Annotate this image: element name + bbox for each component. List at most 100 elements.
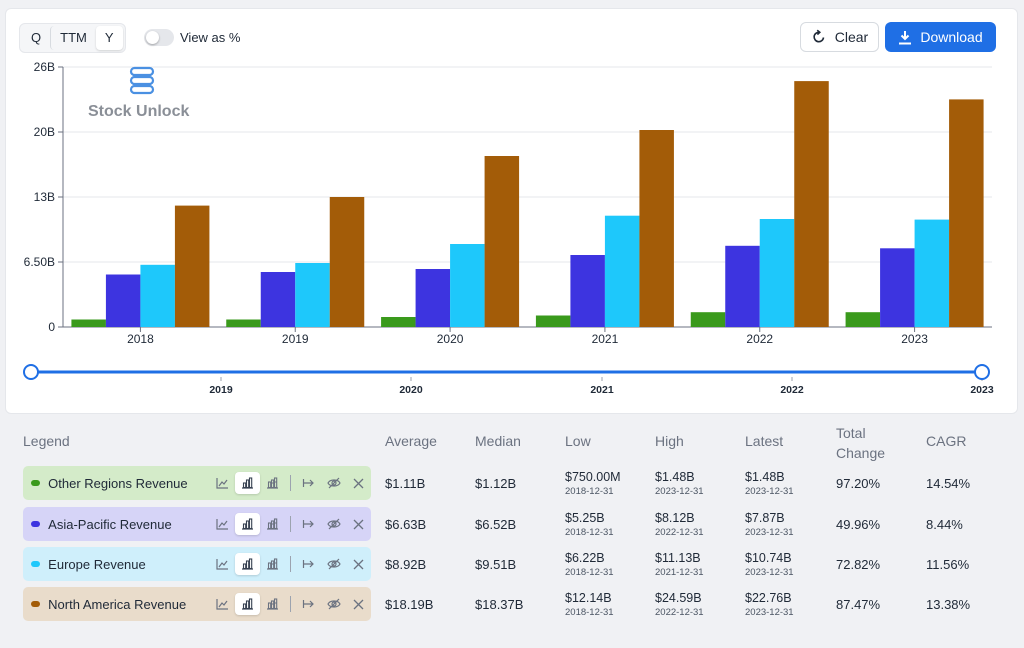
remove-close-icon[interactable] xyxy=(346,593,371,615)
bar-chart-icon[interactable] xyxy=(235,513,260,535)
header-legend: Legend xyxy=(23,433,70,449)
latest-value: $7.87B xyxy=(745,511,785,525)
bar[interactable] xyxy=(845,312,881,327)
range-handle-end[interactable] xyxy=(974,364,990,380)
reset-icon xyxy=(813,29,825,43)
hide-eye-icon[interactable] xyxy=(321,553,346,575)
toggle-knob xyxy=(146,31,159,44)
stacked-bar-icon[interactable] xyxy=(260,593,285,615)
y-tick-label: 20B xyxy=(34,125,55,139)
low-date: 2018-12-31 xyxy=(565,486,614,497)
hide-eye-icon[interactable] xyxy=(321,472,346,494)
bar-chart-icon[interactable] xyxy=(235,593,260,615)
bar[interactable] xyxy=(105,274,141,328)
bar[interactable] xyxy=(794,81,829,327)
x-tick-label: 2020 xyxy=(437,332,464,346)
period-selector: Q TTM Y xyxy=(19,23,126,53)
bar[interactable] xyxy=(381,317,416,327)
high-value: $8.12B xyxy=(655,511,695,525)
bar[interactable] xyxy=(880,248,915,327)
bar[interactable] xyxy=(484,156,520,327)
cell-high: $1.48B 2023-12-31 xyxy=(655,470,704,497)
stacked-bar-icon[interactable] xyxy=(260,553,285,575)
bar[interactable] xyxy=(949,99,984,328)
series-color-dot xyxy=(31,480,41,486)
bar[interactable] xyxy=(570,255,605,327)
bar[interactable] xyxy=(759,219,795,327)
bar[interactable] xyxy=(415,269,451,327)
bar[interactable] xyxy=(725,245,760,327)
clear-button[interactable]: Clear xyxy=(800,22,879,52)
remove-close-icon[interactable] xyxy=(346,553,371,575)
download-button[interactable]: Download xyxy=(885,22,996,52)
series-tools xyxy=(210,593,371,615)
remove-close-icon[interactable] xyxy=(346,472,371,494)
cell-high: $8.12B 2022-12-31 xyxy=(655,511,704,538)
revenue-bar-chart: 0 6.50B 13B 20B 26B Stock Unlock 2018 2019 202… xyxy=(23,60,994,396)
stacked-bar-icon[interactable] xyxy=(260,472,285,494)
low-date: 2018-12-31 xyxy=(565,567,614,578)
line-chart-icon[interactable] xyxy=(210,553,235,575)
bar[interactable] xyxy=(914,219,950,327)
range-handle-start[interactable] xyxy=(23,364,39,380)
bar[interactable] xyxy=(295,263,330,327)
series-name: Other Regions Revenue xyxy=(48,475,188,491)
header-median: Median xyxy=(475,433,521,449)
legend-row: North America Revenue xyxy=(23,587,371,621)
bar-chart-icon[interactable] xyxy=(235,472,260,494)
view-as-percent-toggle[interactable] xyxy=(144,29,174,46)
period-option-q[interactable]: Q xyxy=(31,30,42,45)
x-tick-label: 2023 xyxy=(901,332,928,346)
bar[interactable] xyxy=(604,215,640,327)
low-value: $5.25B xyxy=(565,511,605,525)
high-date: 2021-12-31 xyxy=(655,567,704,578)
header-low: Low xyxy=(565,433,591,449)
remove-close-icon[interactable] xyxy=(346,513,371,535)
high-date: 2022-12-31 xyxy=(655,527,704,538)
header-average: Average xyxy=(385,433,437,449)
bar[interactable] xyxy=(260,272,296,327)
cell-median: $9.51B xyxy=(475,557,517,572)
tool-divider xyxy=(290,596,291,612)
bar[interactable] xyxy=(639,130,674,327)
cell-median: $1.12B xyxy=(475,476,517,491)
hide-eye-icon[interactable] xyxy=(321,593,346,615)
hide-eye-icon[interactable] xyxy=(321,513,346,535)
bar[interactable] xyxy=(690,312,726,327)
line-chart-icon[interactable] xyxy=(210,593,235,615)
bar[interactable] xyxy=(71,319,106,328)
header-total: Total xyxy=(836,425,866,441)
move-right-icon[interactable] xyxy=(296,553,321,575)
line-chart-icon[interactable] xyxy=(210,513,235,535)
bar[interactable] xyxy=(174,205,210,327)
range-label: 2019 xyxy=(209,384,233,396)
bar[interactable] xyxy=(535,315,571,328)
series-tools xyxy=(210,472,371,494)
bar-chart-icon[interactable] xyxy=(235,553,260,575)
period-option-ttm[interactable]: TTM xyxy=(50,26,96,50)
stacked-bar-icon[interactable] xyxy=(260,513,285,535)
download-label: Download xyxy=(920,29,983,45)
clear-label: Clear xyxy=(834,29,869,45)
cell-high: $24.59B 2022-12-31 xyxy=(655,591,704,618)
bar[interactable] xyxy=(226,319,261,328)
move-right-icon[interactable] xyxy=(296,513,321,535)
bar[interactable] xyxy=(329,197,365,327)
move-right-icon[interactable] xyxy=(296,472,321,494)
cell-cagr: 13.38% xyxy=(926,597,971,612)
latest-date: 2023-12-31 xyxy=(745,607,794,618)
tool-divider xyxy=(290,516,291,532)
period-option-y[interactable]: Y xyxy=(95,26,123,50)
cell-average: $6.63B xyxy=(385,517,427,532)
line-chart-icon[interactable] xyxy=(210,472,235,494)
latest-date: 2023-12-31 xyxy=(745,527,794,538)
x-tick-label: 2022 xyxy=(746,332,773,346)
cell-low: $6.22B 2018-12-31 xyxy=(565,551,614,578)
range-label: 2022 xyxy=(780,384,804,396)
bar[interactable] xyxy=(450,244,485,327)
range-slider[interactable]: 2019 2020 2021 2022 2023 xyxy=(23,364,994,396)
move-right-icon[interactable] xyxy=(296,593,321,615)
stock-unlock-watermark: Stock Unlock xyxy=(88,66,189,120)
range-label: 2021 xyxy=(590,384,614,396)
bar[interactable] xyxy=(140,264,175,327)
